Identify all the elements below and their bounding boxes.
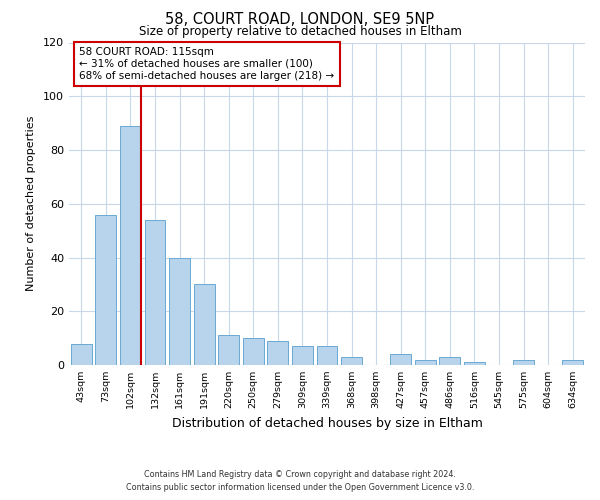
Bar [390,354,411,365]
Text: Contains HM Land Registry data © Crown copyright and database right 2024.
Contai: Contains HM Land Registry data © Crown c… [126,470,474,492]
Bar [194,284,215,365]
Bar [95,214,116,365]
Bar [464,362,485,365]
Bar [341,357,362,365]
Bar [439,357,460,365]
Text: 58, COURT ROAD, LONDON, SE9 5NP: 58, COURT ROAD, LONDON, SE9 5NP [166,12,434,28]
Text: Size of property relative to detached houses in Eltham: Size of property relative to detached ho… [139,25,461,38]
Bar [71,344,92,365]
Bar [120,126,141,365]
Bar [292,346,313,365]
Bar [218,336,239,365]
Bar [145,220,166,365]
Bar [268,341,289,365]
Bar [562,360,583,365]
Bar [169,258,190,365]
Bar [317,346,337,365]
Text: 58 COURT ROAD: 115sqm
← 31% of detached houses are smaller (100)
68% of semi-det: 58 COURT ROAD: 115sqm ← 31% of detached … [79,48,334,80]
X-axis label: Distribution of detached houses by size in Eltham: Distribution of detached houses by size … [172,416,482,430]
Y-axis label: Number of detached properties: Number of detached properties [26,116,36,292]
Bar [513,360,534,365]
Bar [243,338,264,365]
Bar [415,360,436,365]
